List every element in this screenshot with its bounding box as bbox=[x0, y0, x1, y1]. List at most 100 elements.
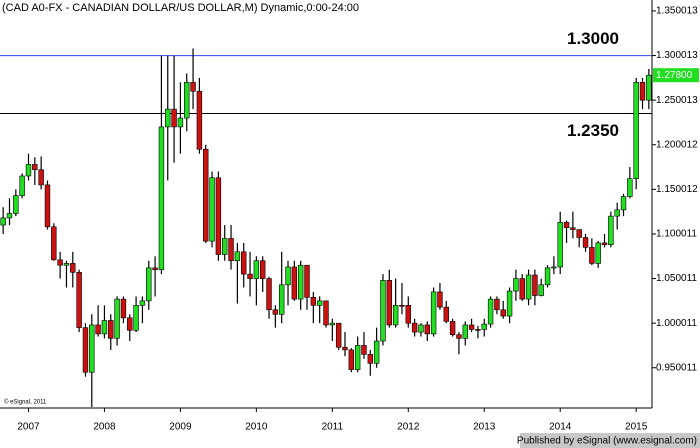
candle-body bbox=[120, 298, 127, 319]
candle-body bbox=[639, 82, 646, 101]
candle-body bbox=[291, 266, 298, 300]
candle-body bbox=[399, 305, 405, 307]
x-tick-label: 2015 bbox=[625, 422, 648, 433]
candle-body bbox=[582, 237, 589, 248]
candle-body bbox=[101, 320, 108, 335]
chart-title: (CAD A0-FX - CANADIAN DOLLAR/US DOLLAR,M… bbox=[2, 2, 359, 14]
candle-body bbox=[468, 324, 475, 330]
candle-body bbox=[82, 327, 89, 373]
candle-body bbox=[386, 280, 393, 326]
title-bg bbox=[0, 0, 348, 16]
candle-body bbox=[38, 169, 44, 186]
candle-body bbox=[0, 217, 6, 226]
candle-body bbox=[570, 227, 576, 230]
candle-body bbox=[633, 82, 639, 179]
candle-body bbox=[171, 108, 177, 128]
candle-body bbox=[25, 164, 32, 177]
candle-body bbox=[443, 306, 449, 322]
x-tick-label: 2012 bbox=[397, 422, 420, 433]
candle-body bbox=[475, 329, 481, 331]
copyright: © eSignal, 2011 bbox=[4, 399, 47, 406]
candle-body bbox=[259, 260, 266, 279]
candle-body bbox=[323, 300, 329, 326]
candle-body bbox=[500, 309, 506, 317]
candle-body bbox=[304, 264, 310, 298]
candle-body bbox=[525, 274, 532, 300]
candle-body bbox=[373, 340, 380, 364]
y-tick-label: 1.150012 bbox=[656, 184, 698, 195]
y-tick-label: 0.950011 bbox=[656, 362, 697, 373]
y-tick-label: 1.100011 bbox=[656, 229, 697, 240]
candle-body bbox=[285, 266, 291, 286]
last-price-label: 1.27800 bbox=[656, 70, 693, 81]
candle-body bbox=[456, 334, 462, 339]
x-tick-label: 2007 bbox=[17, 422, 40, 433]
candle-body bbox=[424, 324, 430, 335]
candle-body bbox=[234, 251, 241, 262]
candle-body bbox=[63, 263, 70, 266]
candle-body bbox=[177, 117, 184, 128]
candle-body bbox=[595, 242, 601, 264]
candle-body bbox=[209, 177, 215, 242]
candle-body bbox=[196, 90, 203, 150]
candle-body bbox=[57, 259, 63, 266]
candle-body bbox=[614, 209, 620, 217]
candle-body bbox=[316, 300, 323, 306]
candle-body bbox=[253, 260, 260, 279]
x-tick-label: 2011 bbox=[322, 422, 344, 433]
candle-body bbox=[152, 267, 158, 270]
candle-body bbox=[627, 178, 633, 197]
candle-body bbox=[266, 278, 272, 311]
candle-body bbox=[418, 324, 424, 333]
candle-body bbox=[95, 324, 101, 335]
candle-body bbox=[487, 298, 494, 325]
y-tick-label: 1.200012 bbox=[656, 139, 698, 150]
level-label: 1.2350 bbox=[567, 121, 619, 140]
y-tick-label: 1.000011 bbox=[656, 318, 697, 329]
candle-body bbox=[437, 291, 443, 308]
candle-body bbox=[32, 164, 38, 171]
candle-body bbox=[146, 267, 152, 302]
candle-body bbox=[6, 213, 13, 219]
candle-body bbox=[133, 305, 139, 331]
candle-body bbox=[70, 263, 76, 273]
candle-body bbox=[411, 322, 418, 333]
candle-body bbox=[532, 274, 538, 296]
candle-body bbox=[139, 300, 146, 306]
level-label: 1.3000 bbox=[567, 29, 619, 48]
candle-body bbox=[506, 290, 513, 317]
candle-body bbox=[354, 345, 361, 370]
candle-body bbox=[608, 215, 614, 245]
candle-body bbox=[462, 324, 468, 339]
candle-body bbox=[348, 349, 355, 370]
candle-body bbox=[380, 280, 386, 342]
y-tick-label: 1.350013 bbox=[656, 6, 698, 17]
x-tick-label: 2008 bbox=[93, 422, 116, 433]
candle-body bbox=[215, 177, 222, 255]
y-tick-label: 1.300013 bbox=[656, 50, 698, 61]
x-tick-label: 2010 bbox=[245, 422, 268, 433]
candle-body bbox=[297, 264, 304, 300]
candle-body bbox=[494, 298, 500, 311]
candle-body bbox=[519, 278, 525, 300]
candle-body bbox=[557, 222, 563, 268]
candle-body bbox=[51, 226, 57, 261]
candle-body bbox=[367, 354, 374, 364]
candle-body bbox=[563, 222, 570, 229]
candle-body bbox=[601, 242, 608, 245]
x-tick-label: 2009 bbox=[169, 422, 192, 433]
candle-body bbox=[19, 175, 25, 196]
candle-body bbox=[392, 305, 399, 326]
candle-body bbox=[190, 82, 196, 92]
candle-body bbox=[114, 298, 120, 339]
candle-body bbox=[405, 305, 411, 324]
candle-body bbox=[310, 297, 317, 306]
candle-body bbox=[576, 229, 582, 238]
footer: Published by eSignal (www.esignal.com) bbox=[517, 436, 697, 447]
candle-body bbox=[589, 247, 595, 264]
y-tick-label: 1.250013 bbox=[656, 95, 698, 106]
candle-body bbox=[538, 284, 544, 296]
candle-body bbox=[646, 74, 652, 101]
candle-body bbox=[481, 323, 487, 330]
